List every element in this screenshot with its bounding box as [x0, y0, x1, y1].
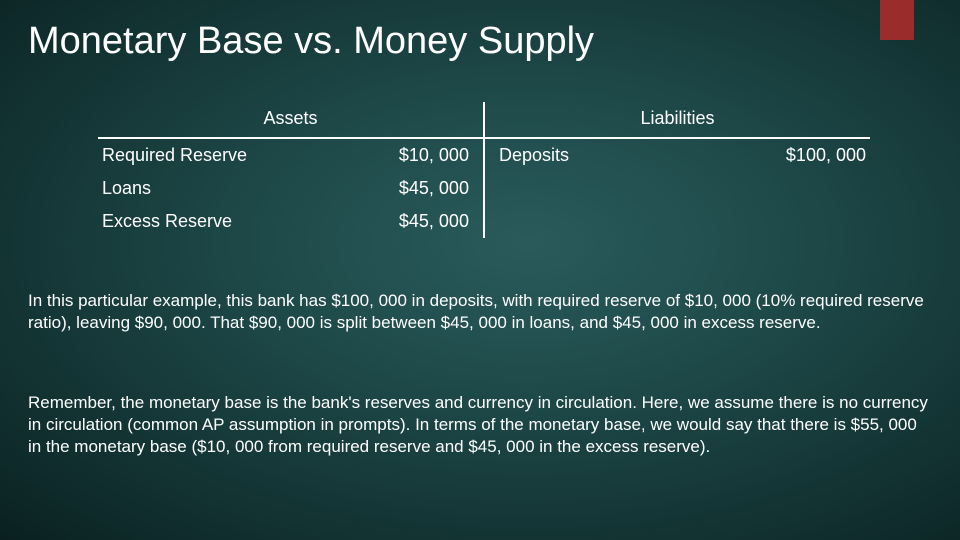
slide: Monetary Base vs. Money Supply Assets Li…: [0, 0, 960, 540]
paragraph-2: Remember, the monetary base is the bank'…: [28, 392, 932, 458]
liability-label: Deposits: [484, 138, 737, 172]
asset-label: Loans: [98, 172, 351, 205]
liability-label: [484, 205, 737, 238]
table-row: Loans $45, 000: [98, 172, 870, 205]
table-row: Required Reserve $10, 000 Deposits $100,…: [98, 138, 870, 172]
table-header-row: Assets Liabilities: [98, 102, 870, 138]
t-account-table: Assets Liabilities Required Reserve $10,…: [98, 102, 870, 238]
paragraph-1: In this particular example, this bank ha…: [28, 290, 932, 334]
balance-sheet-table: Assets Liabilities Required Reserve $10,…: [98, 102, 870, 238]
liability-label: [484, 172, 737, 205]
liability-amount: $100, 000: [737, 138, 870, 172]
asset-amount: $10, 000: [351, 138, 484, 172]
asset-amount: $45, 000: [351, 172, 484, 205]
accent-bar: [880, 0, 914, 40]
asset-label: Required Reserve: [98, 138, 351, 172]
asset-amount: $45, 000: [351, 205, 484, 238]
table-row: Excess Reserve $45, 000: [98, 205, 870, 238]
assets-header: Assets: [98, 102, 484, 138]
asset-label: Excess Reserve: [98, 205, 351, 238]
slide-title: Monetary Base vs. Money Supply: [28, 20, 594, 63]
liability-amount: [737, 172, 870, 205]
liabilities-header: Liabilities: [484, 102, 870, 138]
liability-amount: [737, 205, 870, 238]
